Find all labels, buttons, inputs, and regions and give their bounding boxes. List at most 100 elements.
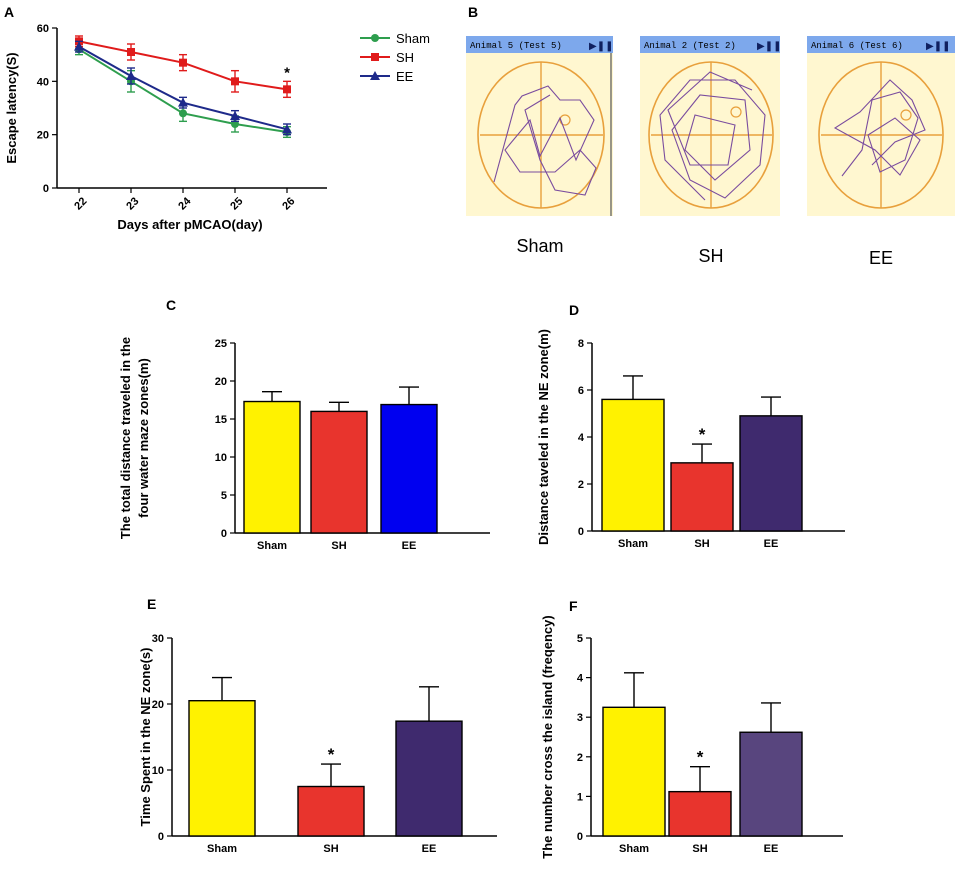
data-point [179, 58, 187, 67]
x-tick-label: EE [764, 538, 779, 550]
panel-label-a: A [4, 4, 14, 20]
y-tick-label: 1 [577, 791, 583, 803]
y-tick-label: 0 [221, 528, 227, 540]
y-tick-label: 0 [577, 831, 583, 843]
y-tick-label: 4 [578, 432, 585, 444]
y-tick-label: 40 [37, 76, 49, 88]
x-tick-label: Sham [618, 538, 648, 550]
data-point [179, 109, 187, 118]
legend-marker-triangle [370, 71, 380, 80]
x-tick-label: 26 [280, 195, 297, 212]
y-tick-label: 15 [215, 414, 227, 426]
y-tick-label: 4 [577, 673, 584, 685]
x-tick-label: 22 [72, 195, 89, 212]
track-image-ee: Animal 6 (Test 6) ▶❚❚ [807, 36, 955, 216]
x-tick-label: EE [422, 843, 437, 855]
data-point [126, 71, 136, 80]
y-axis-label: The total distance traveled in the [118, 337, 133, 539]
x-tick-label: EE [764, 843, 779, 855]
play-pause-icon: ▶❚❚ [926, 41, 950, 52]
x-tick-label: SH [323, 843, 338, 855]
chart-f-island-crossings: 0 1 2 3 4 5 Sham SH * EE The number cross the isla… [540, 615, 843, 859]
y-tick-label: 2 [577, 752, 583, 764]
legend-item-ee: EE [360, 69, 414, 84]
y-tick-label: 10 [215, 452, 227, 464]
legend-label-sh: SH [396, 50, 414, 65]
data-point [231, 77, 239, 86]
track-header-ee: Animal 6 (Test 6) [811, 41, 903, 51]
data-point [74, 41, 84, 51]
bar-sham [601, 398, 665, 532]
y-tick-label: 0 [158, 831, 164, 843]
chart-a-ylabel: Escape latency(S) [4, 52, 19, 163]
data-point [178, 97, 188, 107]
bar-sh [310, 410, 368, 534]
bar-sham [188, 700, 256, 837]
y-axis-label: four water maze zones(m) [136, 358, 151, 518]
legend-marker-circle [371, 34, 379, 42]
y-tick-label: 20 [152, 699, 164, 711]
track-image-sh: Animal 2 (Test 2) ▶❚❚ [640, 36, 781, 216]
legend-item-sham: Sham [360, 31, 430, 46]
y-tick-label: 8 [578, 338, 584, 350]
play-pause-icon: ▶❚❚ [589, 41, 613, 52]
track-header-sh: Animal 2 (Test 2) [644, 41, 736, 51]
panel-label-f: F [569, 598, 578, 614]
y-axis-label: Distance taveled in the NE zone(m) [536, 329, 551, 545]
track-label-sham: Sham [516, 236, 563, 256]
track-label-ee: EE [869, 248, 893, 268]
bar-sh [670, 462, 734, 532]
chart-a-xlabel: Days after pMCAO(day) [117, 217, 262, 232]
legend-label-ee: EE [396, 69, 414, 84]
significance-marker: * [699, 425, 706, 444]
significance-marker: * [328, 745, 335, 764]
y-tick-label: 5 [577, 633, 583, 645]
y-tick-label: 10 [152, 765, 164, 777]
x-tick-label: 24 [176, 195, 194, 213]
bar-ee [380, 403, 438, 534]
y-tick-label: 0 [43, 183, 49, 195]
bar-sh [297, 785, 365, 837]
track-header-sham: Animal 5 (Test 5) [470, 41, 562, 51]
legend-item-sh: SH [360, 50, 414, 65]
y-tick-label: 25 [215, 338, 227, 350]
panel-label-e: E [147, 596, 156, 612]
chart-e-ne-time: 0 10 20 30 Sham SH * EE Time Spent in the NE zon… [138, 633, 497, 855]
y-axis-label: The number cross the island (freqency) [540, 615, 555, 858]
track-image-sham: Animal 5 (Test 5) ▶❚❚ [466, 36, 613, 216]
y-tick-label: 30 [152, 633, 164, 645]
bar-ee [395, 720, 463, 837]
track-label-sh: SH [698, 246, 723, 266]
chart-c-total-distance: 0 5 10 15 20 25 Sham SH EE The total distance tra… [118, 337, 490, 552]
y-tick-label: 20 [215, 376, 227, 388]
data-point [282, 124, 292, 134]
y-axis-label: Time Spent in the NE zone(s) [138, 648, 153, 827]
x-tick-label: Sham [619, 843, 649, 855]
x-tick-label: 25 [228, 195, 245, 212]
play-pause-icon: ▶❚❚ [757, 41, 781, 52]
x-tick-label: Sham [257, 540, 287, 552]
x-tick-label: 23 [124, 195, 141, 212]
y-tick-label: 6 [578, 385, 584, 397]
bar-sham [243, 400, 301, 534]
y-tick-label: 0 [578, 526, 584, 538]
data-point [127, 48, 135, 56]
bar-ee [739, 415, 803, 532]
x-tick-label: EE [402, 540, 417, 552]
y-tick-label: 60 [37, 23, 49, 35]
y-tick-label: 5 [221, 490, 227, 502]
legend-label-sham: Sham [396, 31, 430, 46]
x-tick-label: Sham [207, 843, 237, 855]
y-tick-label: 2 [578, 479, 584, 491]
x-tick-label: SH [692, 843, 707, 855]
bar-ee [739, 731, 803, 837]
data-point [283, 85, 291, 94]
significance-marker: * [697, 748, 704, 767]
panel-label-b: B [468, 4, 478, 20]
bar-sh [668, 790, 732, 837]
significance-marker: * [284, 64, 290, 81]
y-tick-label: 20 [37, 130, 49, 142]
x-tick-label: SH [331, 540, 346, 552]
bar-sham [602, 706, 666, 837]
